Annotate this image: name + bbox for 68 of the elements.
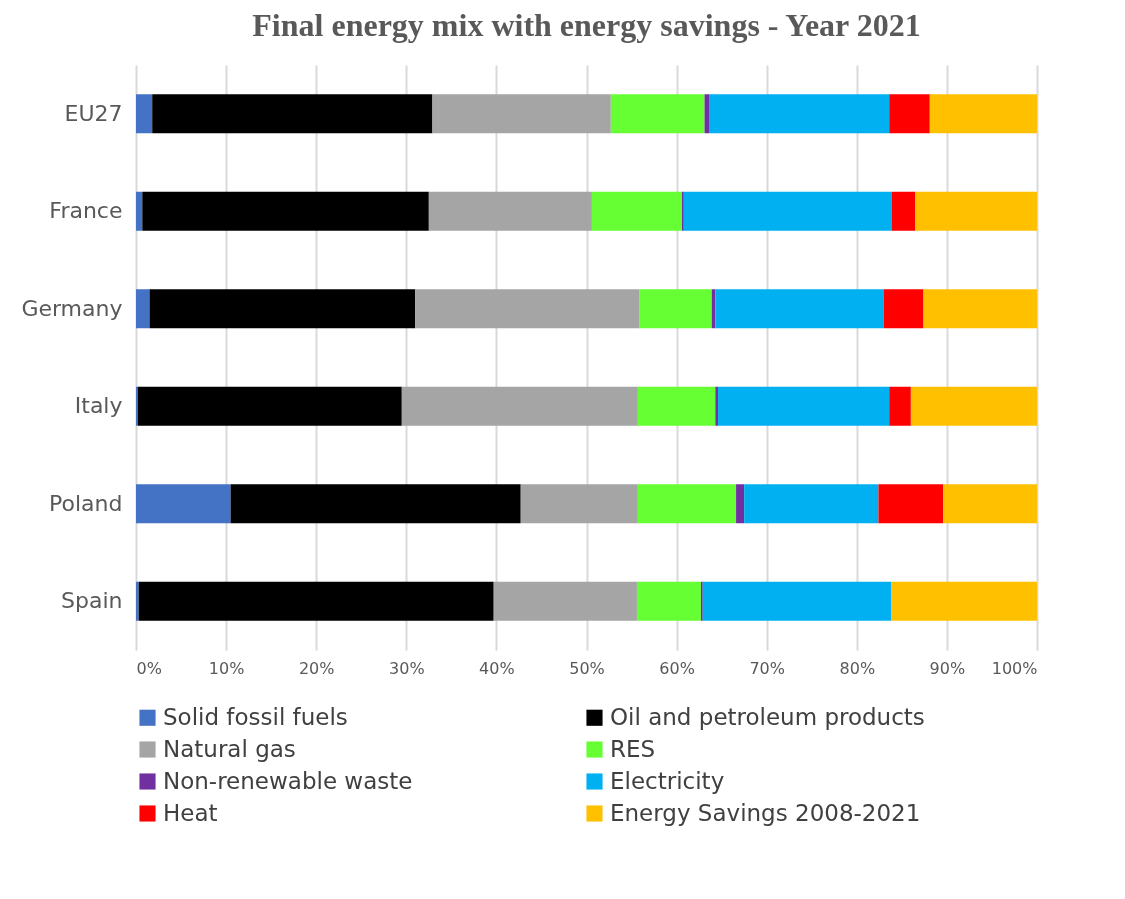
bar (136, 191, 143, 231)
x-tick-label: 90% (929, 658, 966, 678)
bar (636, 581, 701, 621)
bar (883, 289, 924, 329)
bar (715, 386, 719, 426)
y-tick-label: Germany (21, 295, 123, 321)
bar (744, 484, 879, 524)
bar (915, 191, 1037, 231)
bar (637, 386, 716, 426)
bar (520, 484, 638, 524)
bar (493, 581, 637, 621)
bar (929, 94, 1037, 134)
bar (637, 484, 737, 524)
bar (428, 191, 592, 231)
bar (415, 289, 640, 329)
legend-label: RES (610, 735, 656, 762)
bar (702, 581, 892, 621)
y-tick-label: Poland (49, 490, 123, 516)
x-tick-label: 10% (208, 658, 245, 678)
bar (715, 289, 884, 329)
bar (943, 484, 1037, 524)
legend-label: Heat (163, 799, 218, 826)
bar (432, 94, 611, 134)
x-tick-label: 20% (298, 658, 335, 678)
bar (136, 94, 153, 134)
bar (610, 94, 705, 134)
legend-label: Natural gas (163, 735, 296, 762)
chart-title: Final energy mix with energy savings - Year 2021 (252, 7, 921, 43)
bar (910, 386, 1037, 426)
x-tick-label: 0% (136, 658, 162, 678)
bar (683, 191, 892, 231)
x-tick-label: 30% (389, 658, 425, 678)
legend-label: Electricity (610, 767, 725, 794)
legend-label: Oil and petroleum products (610, 703, 925, 730)
bar (923, 289, 1037, 329)
legend-label: Solid fossil fuels (163, 703, 348, 730)
bar (591, 191, 683, 231)
bar (878, 484, 944, 524)
bar (136, 484, 231, 524)
y-tick-label: Spain (61, 588, 123, 614)
bar (889, 94, 930, 134)
x-tick-label: 80% (839, 658, 876, 678)
legend-label: Energy Savings 2008-2021 (610, 799, 921, 826)
y-tick-label: Italy (74, 393, 123, 419)
bar (891, 581, 1037, 621)
bar (401, 386, 638, 426)
x-tick-label: 40% (479, 658, 515, 678)
x-tick-label: 100% (991, 658, 1038, 678)
bar (137, 386, 402, 426)
x-tick-label: 60% (659, 658, 695, 678)
bar (709, 94, 890, 134)
bar (230, 484, 521, 524)
bar (639, 289, 712, 329)
bar (142, 191, 429, 231)
bar (138, 581, 494, 621)
x-tick-label: 70% (749, 658, 785, 678)
bar (889, 386, 911, 426)
legend-label: Non-renewable waste (163, 767, 413, 794)
y-tick-label: France (49, 198, 123, 224)
bar (149, 289, 416, 329)
bar (152, 94, 433, 134)
x-tick-label: 50% (569, 658, 605, 678)
bar (891, 191, 916, 231)
bar (136, 289, 150, 329)
bar (136, 581, 139, 621)
bar (718, 386, 890, 426)
y-tick-label: EU27 (64, 100, 123, 126)
bar (736, 484, 745, 524)
